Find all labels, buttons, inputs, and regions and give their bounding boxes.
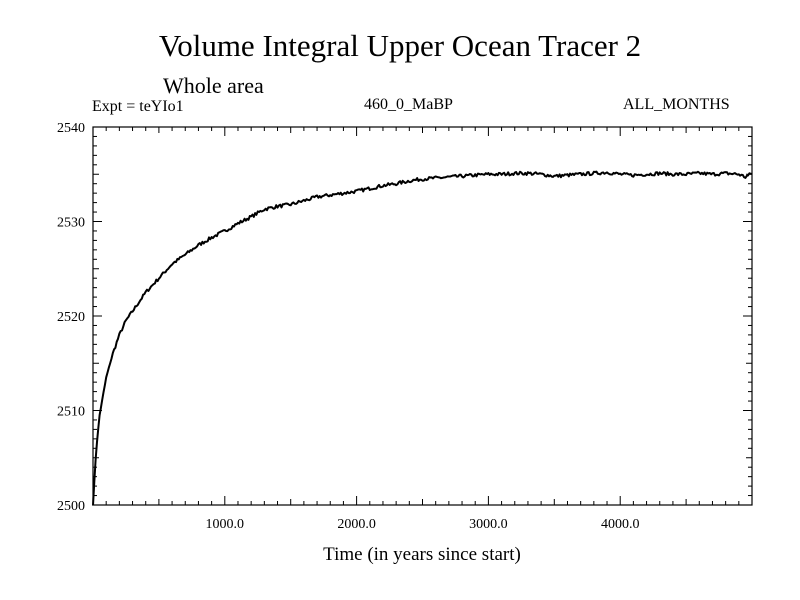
axis-ticks xyxy=(93,127,752,505)
chart-title: Volume Integral Upper Ocean Tracer 2 xyxy=(158,28,642,63)
months-label: ALL_MONTHS xyxy=(623,96,730,113)
x-tick-label: 1000.0 xyxy=(206,517,245,532)
plot-frame xyxy=(92,126,753,506)
x-tick-label: 2000.0 xyxy=(337,517,376,532)
axis-tick-labels: 1000.0 2000.0 3000.0 4000.0 2500 2510 2520 2530… xyxy=(57,121,639,532)
y-tick-label: 2510 xyxy=(57,405,85,420)
series-line xyxy=(92,170,753,506)
y-tick-label: 2540 xyxy=(57,121,85,136)
y-tick-label: 2530 xyxy=(57,216,85,231)
x-axis-label: Time (in years since start) xyxy=(323,544,521,565)
period-label: 460_0_MaBP xyxy=(364,96,453,113)
experiment-label: Expt = teYIo1 xyxy=(92,98,184,115)
y-tick-label: 2520 xyxy=(57,310,85,325)
x-tick-label: 3000.0 xyxy=(469,517,508,532)
chart-subtitle: Whole area xyxy=(163,73,264,98)
y-tick-label: 2500 xyxy=(57,499,85,514)
x-tick-label: 4000.0 xyxy=(601,517,640,532)
